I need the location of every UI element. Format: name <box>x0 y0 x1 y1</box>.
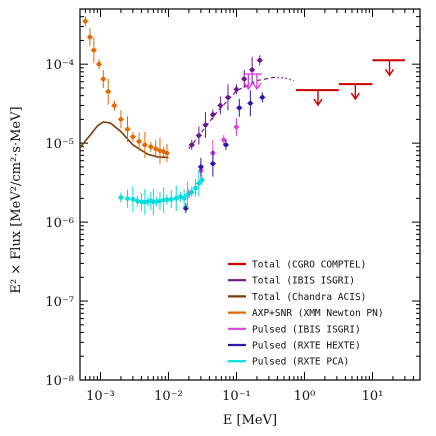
y-tick-labels: 10⁻⁸ 10⁻⁷ 10⁻⁶ 10⁻⁵ 10⁻⁴ <box>45 58 74 389</box>
upper-limit-arrowhead <box>384 68 395 77</box>
series-curve <box>80 121 169 159</box>
data-point <box>112 103 117 108</box>
data-point <box>249 67 255 73</box>
data-point <box>248 100 253 106</box>
legend-label: Total (IBIS ISGRI) <box>252 276 355 287</box>
data-point <box>181 196 187 201</box>
data-point <box>142 142 148 148</box>
data-point <box>139 199 144 205</box>
data-point <box>83 18 88 24</box>
data-point <box>234 87 239 92</box>
data-point <box>221 137 227 143</box>
data-point <box>198 164 204 170</box>
data-point <box>130 134 136 140</box>
series-0 <box>295 59 405 107</box>
upper-limit-arrowhead <box>243 82 254 91</box>
y-tick-label: 10⁻⁷ <box>45 295 74 310</box>
data-point <box>118 117 124 122</box>
data-point <box>96 61 102 67</box>
data-point <box>260 95 265 100</box>
data-point <box>173 196 179 201</box>
x-tick-label: 10⁻² <box>154 389 183 404</box>
data-point <box>125 196 130 201</box>
x-axis-title: E [MeV] <box>223 413 277 428</box>
legend-label: Pulsed (IBIS ISGRI) <box>252 324 361 335</box>
series-6 <box>117 170 205 215</box>
series-3 <box>82 16 170 164</box>
data-point <box>236 105 242 111</box>
data-point <box>87 34 93 40</box>
data-point <box>125 126 130 132</box>
data-point <box>189 189 195 195</box>
data-point <box>118 195 124 200</box>
x-tick-label: 10⁻¹ <box>222 389 251 404</box>
series-1 <box>188 55 274 150</box>
plot-frame <box>79 8 421 381</box>
legend: Total (CGRO COMPTEL) Total (IBIS ISGRI) … <box>228 260 384 368</box>
data-point <box>178 194 183 199</box>
y-axis-title: E² × Flux [MeV²/cm²·s·MeV] <box>9 106 24 293</box>
y-tick-label: 10⁻⁴ <box>45 58 74 73</box>
data-point <box>153 146 159 152</box>
data-point <box>105 89 111 94</box>
data-point <box>193 185 198 191</box>
data-point <box>196 180 202 186</box>
data-point <box>196 133 202 138</box>
data-point <box>168 196 174 202</box>
series-2 <box>80 121 169 159</box>
x-tick-label: 10¹ <box>362 389 384 404</box>
upper-limit-arrowhead <box>313 98 323 107</box>
legend-label: Total (CGRO COMPTEL) <box>252 260 366 271</box>
legend-label: Pulsed (RXTE PCA) <box>252 357 349 368</box>
data-point <box>100 76 106 82</box>
y-tick-label: 10⁻⁵ <box>45 137 74 152</box>
upper-limit-arrowhead <box>252 82 262 91</box>
data-point <box>210 112 216 117</box>
data-point <box>223 142 229 148</box>
data-point <box>257 58 263 63</box>
data-point <box>148 144 154 150</box>
x-tick-label: 10⁰ <box>294 389 316 404</box>
y-tick-label: 10⁻⁶ <box>45 216 74 231</box>
legend-label: Pulsed (RXTE HEXTE) <box>252 341 361 352</box>
axis-ticks <box>79 8 421 381</box>
model-extension <box>273 76 295 82</box>
data-point <box>241 76 247 82</box>
x-tick-labels: 10⁻³ 10⁻² 10⁻¹ 10⁰ 10¹ <box>86 389 383 404</box>
fit-curve <box>188 76 274 150</box>
data-point <box>218 103 223 108</box>
upper-limit-arrowhead <box>350 92 360 101</box>
data-point <box>91 47 97 53</box>
data-point <box>203 122 208 128</box>
data-point <box>164 197 170 203</box>
series-5 <box>182 90 266 214</box>
data-point <box>135 198 140 204</box>
data-point <box>225 95 231 100</box>
x-tick-label: 10⁻³ <box>86 389 115 404</box>
data-point <box>189 142 195 148</box>
legend-label: AXP+SNR (XMM Newton PN) <box>252 308 384 319</box>
data-point <box>185 192 190 198</box>
data-point <box>210 161 216 166</box>
plot-area <box>80 16 405 215</box>
data-point <box>136 139 142 144</box>
data-point <box>164 150 170 156</box>
data-point <box>234 124 239 130</box>
data-point <box>130 196 136 202</box>
legend-label: Total (Chandra ACIS) <box>252 292 366 303</box>
y-tick-label: 10⁻⁸ <box>45 374 74 389</box>
data-point <box>199 177 205 183</box>
